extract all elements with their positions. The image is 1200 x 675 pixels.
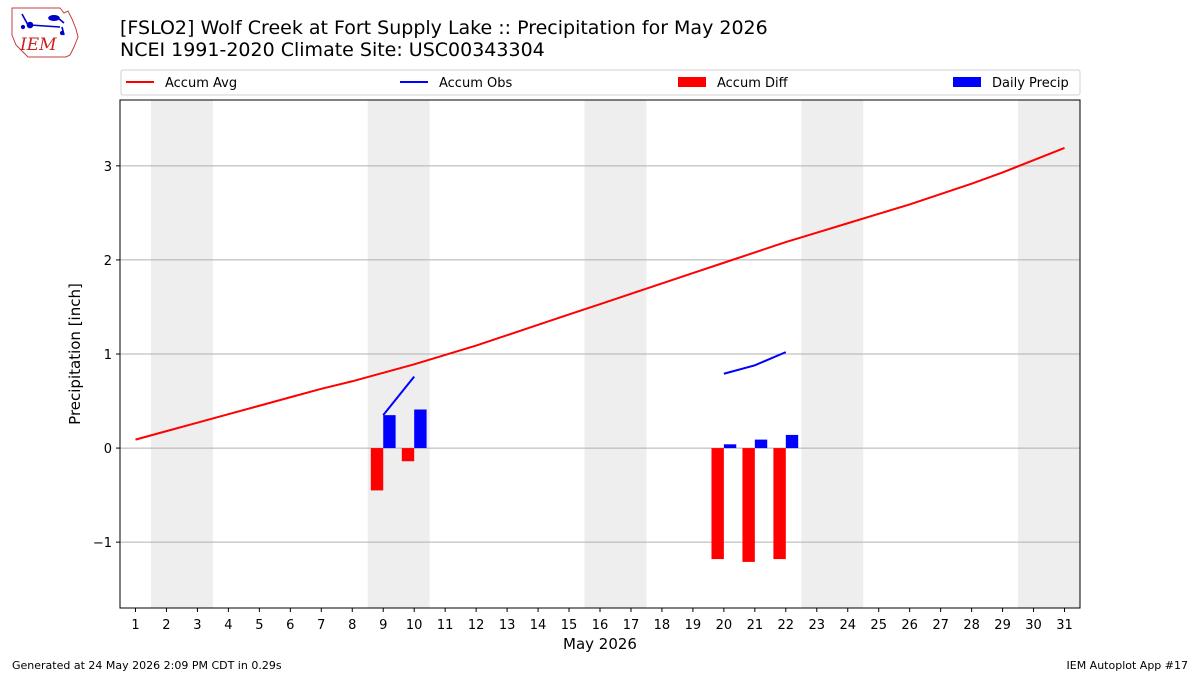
x-tick-label-1: 1 [131,618,139,633]
legend-swatch-daily-precip [953,77,981,87]
daily-precip-bar-22 [785,434,799,449]
x-tick-label-27: 27 [932,618,949,633]
legend-label-accum-obs: Accum Obs [439,76,512,91]
accum-diff-bar-20 [711,448,724,560]
x-tick-label-20: 20 [716,618,733,633]
x-tick-label-30: 30 [1025,618,1042,633]
legend-swatch-accum-diff [678,77,706,87]
x-tick-label-25: 25 [870,618,887,633]
x-tick-label-26: 26 [901,618,918,633]
legend: Accum Avg Accum Obs Accum Diff Daily Precip [120,69,1081,96]
x-axis: 1 2 3 4 5 6 7 8 9 10 11 12 13 14 15 16 17 18 19 20 21 22 23 24 2… [131,608,1073,633]
x-tick-label-7: 7 [317,618,325,633]
x-tick-label-2: 2 [162,618,170,633]
chart-title: [FSLO2] Wolf Creek at Fort Supply Lake :… [120,17,768,39]
y-grid [120,165,1080,543]
y-tick-label-0: −1 [93,536,112,551]
x-tick-label-17: 17 [623,618,640,633]
x-tick-label-24: 24 [839,618,856,633]
daily-precip-bar-20 [723,444,737,449]
x-tick-label-31: 31 [1056,618,1073,633]
accum-avg-line [135,147,1065,441]
generated-timestamp: Generated at 24 May 2026 2:09 PM CDT in … [12,659,282,672]
x-tick-label-16: 16 [592,618,609,633]
autoplot-app-label: IEM Autoplot App #17 [1066,659,1189,672]
x-axis-label: May 2026 [563,635,637,653]
iem-logo: IEM [11,7,79,58]
accum-diff-bar-22 [773,448,786,560]
x-tick-label-9: 9 [379,618,387,633]
x-tick-label-3: 3 [193,618,201,633]
legend-label-accum-avg: Accum Avg [165,76,237,91]
y-tick-label-1: 0 [104,442,112,457]
y-tick-label-3: 2 [104,254,112,269]
x-tick-label-6: 6 [286,618,294,633]
x-tick-label-10: 10 [406,618,423,633]
x-tick-label-19: 19 [685,618,702,633]
x-tick-label-5: 5 [255,618,263,633]
y-tick-label-4: 3 [104,160,112,175]
logo-text: IEM [19,35,57,55]
x-tick-label-4: 4 [224,618,232,633]
accum-diff-bar-21 [742,448,755,562]
x-tick-label-21: 21 [747,618,764,633]
y-axis-label: Precipitation [inch] [66,283,84,425]
accum-obs-line-0 [382,375,415,416]
x-tick-label-11: 11 [437,618,454,633]
x-tick-label-29: 29 [994,618,1011,633]
x-tick-label-22: 22 [778,618,795,633]
x-tick-label-15: 15 [561,618,578,633]
x-tick-label-13: 13 [499,618,516,633]
x-tick-label-28: 28 [963,618,980,633]
x-tick-label-18: 18 [654,618,671,633]
legend-label-accum-diff: Accum Diff [717,76,789,91]
legend-label-daily-precip: Daily Precip [992,76,1069,91]
x-tick-label-14: 14 [530,618,547,633]
y-axis: −1 0 1 2 3 [93,160,120,551]
chart-subtitle: NCEI 1991-2020 Climate Site: USC00343304 [120,39,545,61]
daily-precip-bar-9 [383,415,396,449]
accum-obs-line-1 [723,351,787,375]
x-tick-label-12: 12 [468,618,485,633]
accum-diff-bar-9 [370,448,384,491]
bars [370,409,799,562]
x-tick-label-23: 23 [809,618,826,633]
accum-diff-bar-10 [401,448,415,462]
legend-frame [120,69,1081,96]
daily-precip-bar-21 [754,439,768,449]
weather-station-icon [20,13,65,36]
lines [135,147,1065,441]
daily-precip-bar-10 [414,409,427,449]
y-tick-label-2: 1 [104,348,112,363]
x-tick-label-8: 8 [348,618,356,633]
